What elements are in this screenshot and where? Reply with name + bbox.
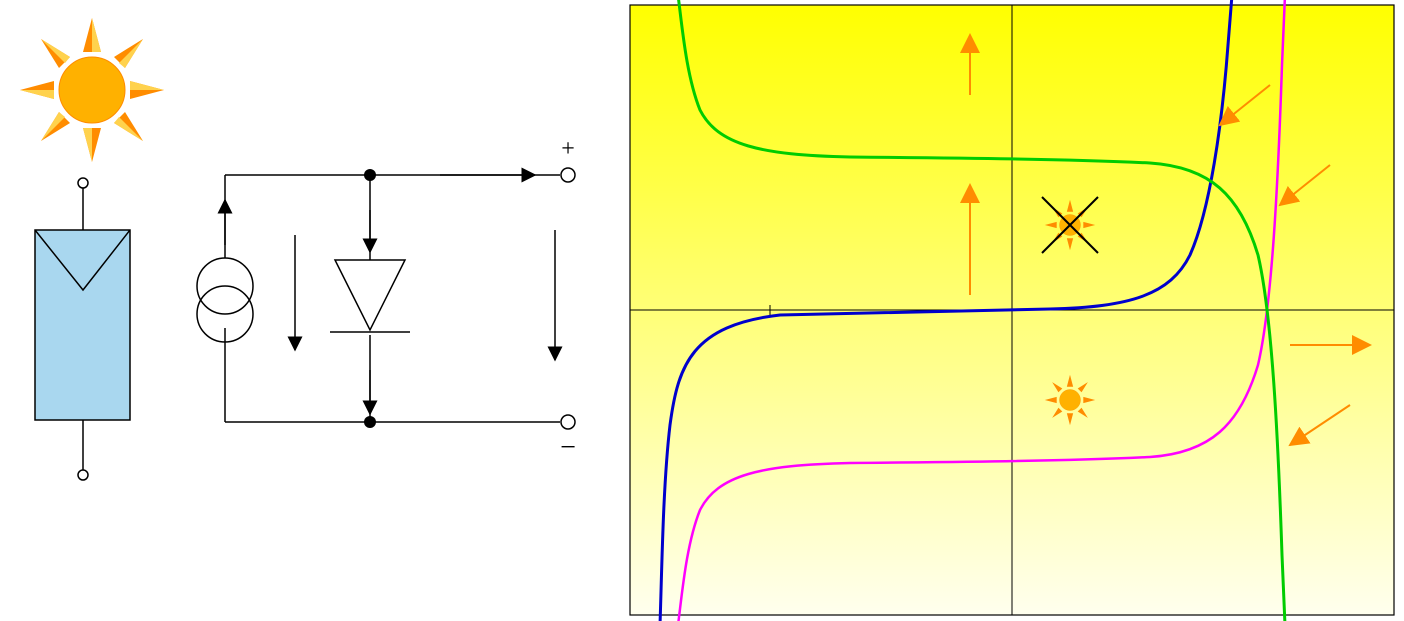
sun-on-icon: [1045, 375, 1095, 425]
chart-panel: [620, 0, 1404, 621]
minus-label: −: [560, 432, 576, 463]
node-top: [364, 169, 376, 181]
plus-label: +: [561, 136, 575, 162]
circuit-panel: + −: [0, 0, 620, 621]
solar-cell-symbol: [35, 178, 130, 480]
circuit-svg: + −: [0, 0, 620, 621]
node-bottom: [364, 416, 376, 428]
sun-icon: [20, 18, 164, 162]
diagram-container: + −: [0, 0, 1404, 621]
chart-svg: [620, 0, 1404, 621]
current-source: [197, 200, 253, 342]
sun-off-icon: [1042, 197, 1098, 253]
diode-symbol: [330, 210, 410, 414]
equivalent-circuit: [225, 168, 575, 429]
